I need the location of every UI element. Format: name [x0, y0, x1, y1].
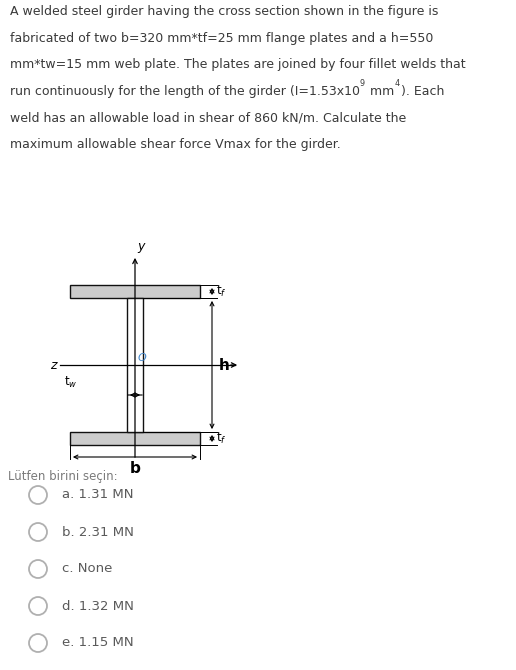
Text: mm*tw=15 mm web plate. The plates are joined by four fillet welds that: mm*tw=15 mm web plate. The plates are jo… — [10, 58, 465, 71]
Text: ). Each: ). Each — [400, 84, 444, 98]
Text: run continuously for the length of the girder (I=1.53x10: run continuously for the length of the g… — [10, 84, 360, 98]
Text: weld has an allowable load in shear of 860 kN/m. Calculate the: weld has an allowable load in shear of 8… — [10, 111, 406, 124]
Text: z: z — [51, 358, 57, 371]
Text: O: O — [138, 353, 147, 363]
Text: e. 1.15 MN: e. 1.15 MN — [62, 636, 134, 649]
Bar — [70, 432, 200, 445]
Text: maximum allowable shear force Vmax for the girder.: maximum allowable shear force Vmax for t… — [10, 137, 341, 151]
Text: t$_f$: t$_f$ — [216, 431, 227, 446]
Text: b: b — [130, 461, 140, 476]
Text: t$_f$: t$_f$ — [216, 284, 227, 299]
Bar — [127, 298, 143, 432]
Text: b. 2.31 MN: b. 2.31 MN — [62, 525, 134, 539]
Bar — [70, 285, 200, 298]
Text: a. 1.31 MN: a. 1.31 MN — [62, 488, 134, 502]
Text: d. 1.32 MN: d. 1.32 MN — [62, 600, 134, 612]
Text: fabricated of two b=320 mm*tf=25 mm flange plates and a h=550: fabricated of two b=320 mm*tf=25 mm flan… — [10, 31, 433, 44]
Text: mm: mm — [366, 84, 395, 98]
Text: 4: 4 — [395, 78, 400, 88]
Text: A welded steel girder having the cross section shown in the figure is: A welded steel girder having the cross s… — [10, 5, 439, 18]
Text: y: y — [137, 240, 144, 253]
Text: h: h — [219, 358, 230, 373]
Text: 9: 9 — [360, 78, 365, 88]
Text: t$_w$: t$_w$ — [63, 375, 77, 390]
Text: c. None: c. None — [62, 563, 112, 576]
Text: Lütfen birini seçin:: Lütfen birini seçin: — [8, 470, 118, 483]
